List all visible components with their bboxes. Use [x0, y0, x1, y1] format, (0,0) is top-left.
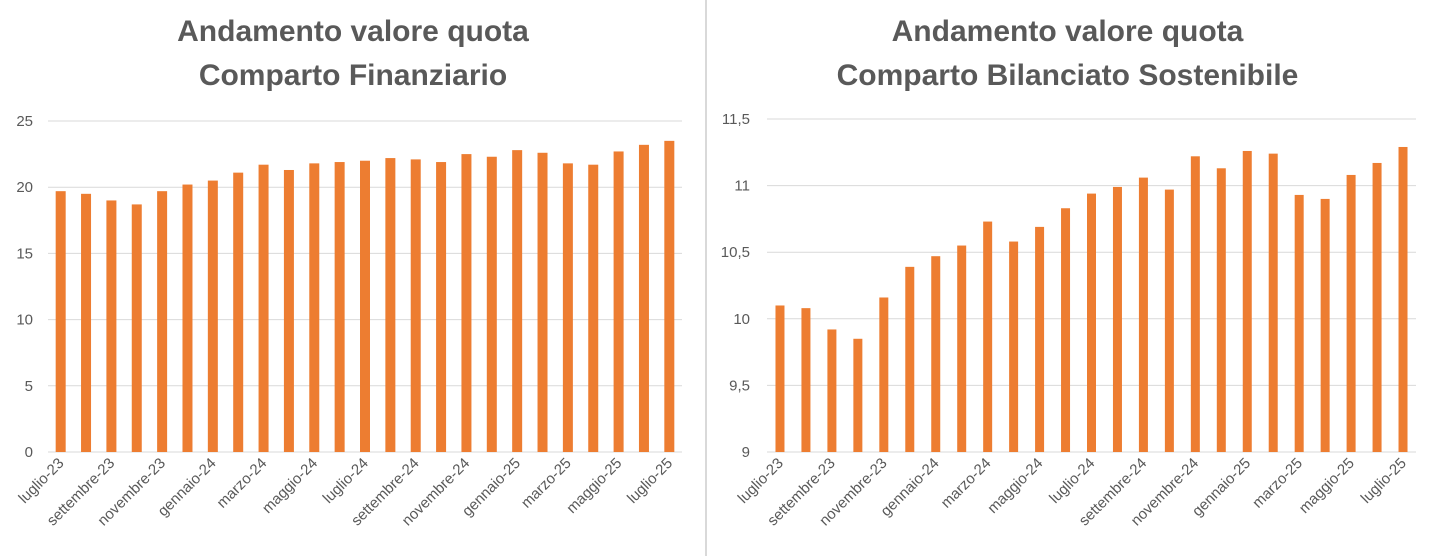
bar [1035, 226, 1045, 452]
bar [436, 162, 447, 452]
bar [931, 256, 941, 452]
bar [1009, 241, 1019, 452]
bar [638, 144, 649, 452]
bar [157, 191, 168, 452]
x-tick-label: luglio-25 [1358, 455, 1410, 507]
y-tick-label: 9,5 [729, 377, 750, 394]
bar [1061, 208, 1071, 452]
y-tick-label: 5 [25, 378, 33, 395]
y-tick-label: 0 [25, 444, 33, 461]
bar [588, 164, 599, 452]
bar [1087, 193, 1096, 453]
bar [283, 169, 294, 452]
bar [1138, 177, 1148, 452]
bar [512, 150, 523, 453]
bar [55, 191, 66, 452]
bar [1346, 174, 1356, 452]
x-tick-label: luglio-24 [320, 455, 372, 507]
chart-panel-bilanciato: Andamento valore quota Comparto Bilancia… [706, 0, 1429, 556]
bar [334, 162, 345, 452]
bar [879, 297, 889, 452]
chart-title-line1: Andamento valore quota [177, 15, 529, 48]
x-tick-label: maggio-25 [563, 455, 625, 517]
chart-title-line1: Andamento valore quota [891, 15, 1244, 48]
chart-title: Andamento valore quota Comparto Bilancia… [706, 10, 1429, 98]
bar [664, 140, 675, 453]
bar [775, 305, 785, 452]
bar [853, 338, 863, 452]
chart-title-line2: Comparto Finanziario [198, 59, 508, 92]
bar [983, 221, 993, 452]
bar [461, 154, 472, 452]
bar [1242, 150, 1252, 452]
bar [106, 200, 117, 452]
y-tick-label: 11 [734, 178, 750, 195]
bar [131, 204, 142, 452]
x-tick-label: maggio-25 [1296, 455, 1358, 517]
bar [1294, 194, 1304, 452]
bar [207, 180, 218, 452]
bar [537, 152, 548, 452]
bar [562, 163, 573, 453]
bar-chart-bilanciato: 99,51010,51111,5luglio-23settembre-23nov… [721, 111, 1416, 529]
bar [1164, 189, 1174, 452]
bar [1372, 162, 1382, 452]
y-tick-label: 10 [16, 312, 33, 329]
x-tick-label: luglio-23 [15, 455, 67, 507]
bar [801, 308, 811, 452]
bar [1112, 186, 1122, 452]
x-tick-label: luglio-23 [735, 455, 787, 507]
y-tick-label: 9 [742, 444, 750, 461]
y-tick-label: 15 [16, 245, 33, 262]
bar [410, 159, 421, 452]
chart-panel-finanziario: Andamento valore quota Comparto Finanzia… [0, 0, 706, 556]
bar [258, 164, 269, 452]
bar [1216, 168, 1226, 452]
bar [1190, 156, 1200, 452]
bar [182, 184, 193, 452]
bar [81, 193, 92, 452]
x-tick-label: luglio-25 [624, 455, 676, 507]
x-tick-label: maggio-24 [259, 455, 321, 517]
x-tick-label: luglio-24 [1046, 455, 1098, 507]
bar [613, 151, 624, 452]
x-tick-label: maggio-24 [984, 455, 1046, 517]
bar [233, 172, 244, 453]
y-tick-label: 10 [733, 311, 750, 328]
bar [1268, 153, 1278, 452]
panel-divider [705, 0, 707, 556]
bar-chart-finanziario: 0510152025luglio-23settembre-23novembre-… [15, 113, 682, 529]
y-tick-label: 20 [16, 179, 33, 196]
y-tick-label: 11,5 [722, 111, 750, 128]
bar [1398, 146, 1408, 453]
y-tick-label: 25 [16, 113, 33, 130]
chart-title-line2: Comparto Bilanciato Sostenibile [836, 59, 1299, 92]
bar [957, 245, 967, 452]
bar [905, 266, 915, 452]
y-tick-label: 10,5 [721, 244, 750, 261]
bar [309, 163, 320, 453]
bar [360, 160, 370, 452]
bar [827, 329, 837, 452]
bar [1320, 198, 1330, 452]
bar [486, 156, 497, 453]
bar [385, 158, 396, 452]
chart-title: Andamento valore quota Comparto Finanzia… [0, 10, 706, 98]
